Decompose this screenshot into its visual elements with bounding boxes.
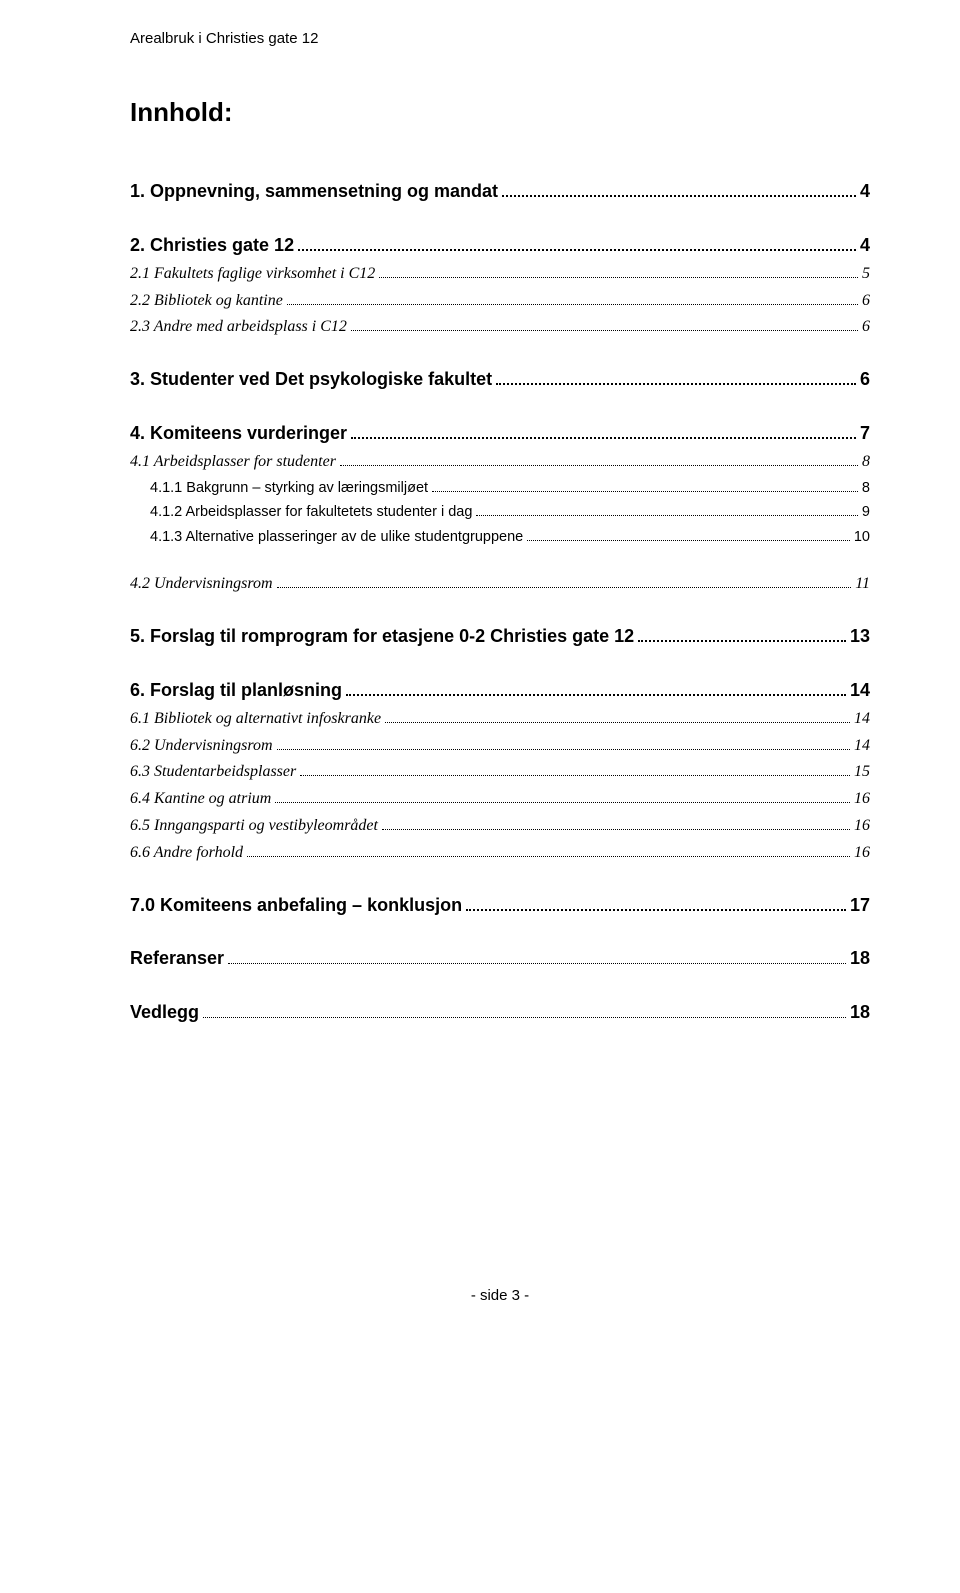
toc-entry-label: 6.2 Undervisningsrom	[130, 734, 273, 759]
toc-entry: 6.5 Inngangsparti og vestibyleområdet 16	[130, 814, 870, 839]
toc-leader	[638, 640, 846, 642]
toc-entry-page: 18	[850, 999, 870, 1027]
toc-entry: 6.2 Undervisningsrom 14	[130, 734, 870, 759]
toc-entry: 4.1.3 Alternative plasseringer av de uli…	[130, 526, 870, 548]
toc-leader	[466, 909, 846, 911]
toc-entry: 2.1 Fakultets faglige virksomhet i C12 5	[130, 262, 870, 287]
toc-entry: 7.0 Komiteens anbefaling – konklusjon 17	[130, 892, 870, 920]
toc-entry: 6.4 Kantine og atrium 16	[130, 787, 870, 812]
toc-entry: 2. Christies gate 12 4	[130, 232, 870, 260]
toc-entry-label: Vedlegg	[130, 999, 199, 1027]
toc-entry-label: 6.6 Andre forhold	[130, 841, 243, 866]
toc-entry: 2.3 Andre med arbeidsplass i C12 6	[130, 315, 870, 340]
toc-entry: 1. Oppnevning, sammensetning og mandat 4	[130, 178, 870, 206]
toc-entry-page: 4	[860, 178, 870, 206]
toc-entry-page: 16	[854, 841, 870, 866]
toc-entry: 4.1 Arbeidsplasser for studenter 8	[130, 450, 870, 475]
toc-entry-label: 4.2 Undervisningsrom	[130, 572, 273, 597]
toc-leader	[496, 383, 856, 385]
toc-entry: Referanser 18	[130, 945, 870, 973]
toc-entry-page: 17	[850, 892, 870, 920]
toc-entry: 6.6 Andre forhold 16	[130, 841, 870, 866]
toc-entry-label: 4. Komiteens vurderinger	[130, 420, 347, 448]
toc-entry-page: 16	[854, 814, 870, 839]
toc-entry-label: 4.1 Arbeidsplasser for studenter	[130, 450, 336, 475]
toc-leader	[287, 304, 858, 305]
toc-entry-label: 2.3 Andre med arbeidsplass i C12	[130, 315, 347, 340]
toc-leader	[277, 587, 852, 588]
toc-leader	[379, 277, 858, 278]
toc-entry-page: 6	[862, 289, 870, 314]
table-of-contents: 1. Oppnevning, sammensetning og mandat42…	[130, 178, 870, 1027]
toc-entry-page: 4	[860, 232, 870, 260]
toc-entry-page: 11	[855, 572, 870, 597]
page-footer: - side 3 -	[130, 1287, 870, 1304]
toc-entry: 4.1.2 Arbeidsplasser for fakultetets stu…	[130, 501, 870, 523]
toc-leader	[351, 437, 856, 439]
toc-entry-label: 6.1 Bibliotek og alternativt infoskranke	[130, 707, 381, 732]
toc-entry-page: 13	[850, 623, 870, 651]
page-title: Innhold:	[130, 97, 870, 128]
toc-leader	[228, 963, 846, 964]
toc-entry: 3. Studenter ved Det psykologiske fakult…	[130, 366, 870, 394]
toc-leader	[203, 1017, 846, 1018]
toc-leader	[340, 465, 858, 466]
toc-entry-page: 5	[862, 262, 870, 287]
toc-entry-label: 6.5 Inngangsparti og vestibyleområdet	[130, 814, 378, 839]
toc-leader	[300, 775, 850, 776]
toc-entry-page: 8	[862, 450, 870, 475]
toc-entry-page: 14	[854, 707, 870, 732]
toc-entry-label: 7.0 Komiteens anbefaling – konklusjon	[130, 892, 462, 920]
toc-entry-page: 6	[860, 366, 870, 394]
toc-entry-label: 4.1.3 Alternative plasseringer av de uli…	[150, 526, 523, 548]
toc-entry: 4.2 Undervisningsrom 11	[130, 572, 870, 597]
toc-leader	[346, 694, 846, 696]
toc-entry: 6.3 Studentarbeidsplasser 15	[130, 760, 870, 785]
toc-entry: 4.1.1 Bakgrunn – styrking av læringsmilj…	[130, 477, 870, 499]
toc-leader	[247, 856, 850, 857]
running-header: Arealbruk i Christies gate 12	[130, 30, 870, 47]
toc-leader	[275, 802, 850, 803]
toc-entry-page: 8	[862, 477, 870, 499]
toc-entry: 4. Komiteens vurderinger 7	[130, 420, 870, 448]
toc-entry: 6. Forslag til planløsning 14	[130, 677, 870, 705]
toc-leader	[385, 722, 850, 723]
toc-leader	[351, 330, 858, 331]
toc-entry-label: 2.1 Fakultets faglige virksomhet i C12	[130, 262, 375, 287]
toc-entry-label: 2. Christies gate 12	[130, 232, 294, 260]
toc-entry: 5. Forslag til romprogram for etasjene 0…	[130, 623, 870, 651]
toc-entry-label: 3. Studenter ved Det psykologiske fakult…	[130, 366, 492, 394]
toc-leader	[382, 829, 850, 830]
toc-entry: Vedlegg 18	[130, 999, 870, 1027]
toc-entry: 6.1 Bibliotek og alternativt infoskranke…	[130, 707, 870, 732]
toc-entry-label: 4.1.2 Arbeidsplasser for fakultetets stu…	[150, 501, 472, 523]
toc-entry-page: 15	[854, 760, 870, 785]
toc-entry-label: 6.3 Studentarbeidsplasser	[130, 760, 296, 785]
toc-entry: 2.2 Bibliotek og kantine 6	[130, 289, 870, 314]
toc-entry-label: 1. Oppnevning, sammensetning og mandat	[130, 178, 498, 206]
toc-entry-label: 6.4 Kantine og atrium	[130, 787, 271, 812]
toc-entry-page: 18	[850, 945, 870, 973]
toc-entry-label: Referanser	[130, 945, 224, 973]
toc-entry-label: 4.1.1 Bakgrunn – styrking av læringsmilj…	[150, 477, 428, 499]
toc-leader	[277, 749, 850, 750]
toc-leader	[502, 195, 856, 197]
toc-leader	[432, 491, 858, 492]
toc-entry-page: 9	[862, 501, 870, 523]
toc-entry-page: 14	[854, 734, 870, 759]
toc-entry-page: 10	[854, 526, 870, 548]
toc-entry-label: 6. Forslag til planløsning	[130, 677, 342, 705]
toc-leader	[527, 540, 850, 541]
toc-entry-page: 16	[854, 787, 870, 812]
toc-entry-page: 7	[860, 420, 870, 448]
toc-entry-label: 2.2 Bibliotek og kantine	[130, 289, 283, 314]
toc-entry-page: 14	[850, 677, 870, 705]
document-page: Arealbruk i Christies gate 12 Innhold: 1…	[0, 0, 960, 1344]
toc-entry-label: 5. Forslag til romprogram for etasjene 0…	[130, 623, 634, 651]
toc-leader	[476, 515, 858, 516]
toc-leader	[298, 249, 856, 251]
toc-entry-page: 6	[862, 315, 870, 340]
